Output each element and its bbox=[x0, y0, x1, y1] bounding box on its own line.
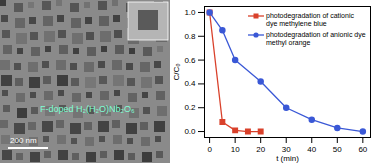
svg-text:20: 20 bbox=[256, 145, 265, 154]
svg-text:1.0: 1.0 bbox=[184, 8, 196, 17]
html-text:photodegradation of anionic dy: photodegradation of anionic dye methyl o… bbox=[266, 31, 366, 46]
svg-text:C/C₀: C/C₀ bbox=[172, 63, 181, 80]
svg-text:F-doped H₂(H₂O)Nb₂O₆: F-doped H₂(H₂O)Nb₂O₆ bbox=[40, 104, 135, 114]
svg-text:30: 30 bbox=[281, 145, 291, 155]
svg-text:50: 50 bbox=[333, 145, 342, 154]
svg-text:0.0: 0.0 bbox=[184, 127, 196, 136]
svg-text:40: 40 bbox=[307, 145, 316, 154]
svg-text:t (min): t (min) bbox=[276, 154, 299, 163]
svg-text:0: 0 bbox=[207, 145, 212, 154]
svg-text:0.4: 0.4 bbox=[184, 79, 196, 88]
svg-text:10: 10 bbox=[231, 145, 240, 154]
svg-text:0.8: 0.8 bbox=[184, 32, 196, 41]
svg-text:0.6: 0.6 bbox=[184, 56, 196, 65]
svg-text:200 nm: 200 nm bbox=[10, 136, 37, 145]
svg-text:60: 60 bbox=[358, 145, 367, 154]
html-text:photodegradation of cationic d: photodegradation of cationic dye methyle… bbox=[266, 12, 354, 27]
svg-text:0.2: 0.2 bbox=[184, 103, 196, 112]
